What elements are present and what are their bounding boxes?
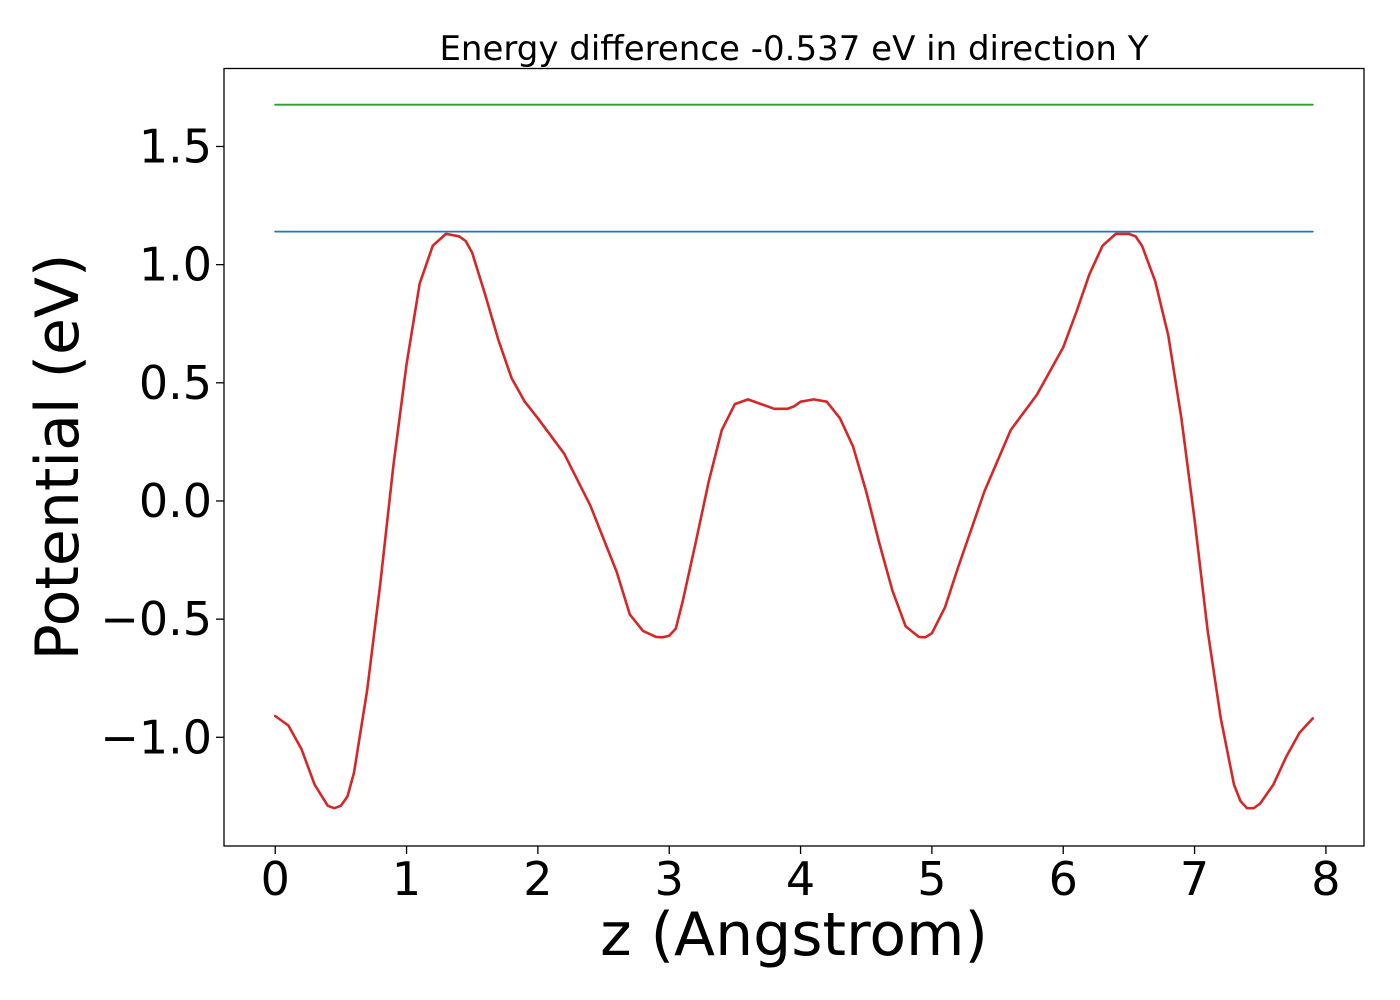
y-axis-label: Potential (eV) (23, 254, 93, 661)
x-tick-label: 8 (1311, 852, 1340, 906)
y-tick-label: −0.5 (100, 592, 212, 646)
y-tick-label: 1.5 (139, 119, 212, 173)
x-tick-label: 4 (786, 852, 815, 906)
x-tick-label: 5 (917, 852, 946, 906)
y-tick-label: 0.0 (139, 474, 212, 528)
y-tick-label: 1.0 (139, 238, 212, 292)
y-axis-ticks: −1.0 −0.5 0.0 0.5 1.0 1.5 (100, 119, 224, 764)
plot-area-frame (223, 67, 1365, 847)
series-layer (273, 103, 1315, 810)
x-axis-ticks: 0 1 2 3 4 5 6 7 8 (261, 846, 1341, 906)
chart-title: Energy difference -0.537 eV in direction… (439, 29, 1148, 69)
x-tick-label: 7 (1180, 852, 1209, 906)
x-tick-label: 2 (523, 852, 552, 906)
series-line-0 (273, 232, 1315, 810)
x-tick-label: 3 (655, 852, 684, 906)
x-tick-label: 1 (392, 852, 421, 906)
y-tick-label: 0.5 (139, 356, 212, 410)
y-tick-label: −1.0 (100, 710, 212, 764)
x-axis-label: z (Angstrom) (600, 900, 988, 970)
x-tick-label: 6 (1049, 852, 1078, 906)
x-tick-label: 0 (261, 852, 290, 906)
